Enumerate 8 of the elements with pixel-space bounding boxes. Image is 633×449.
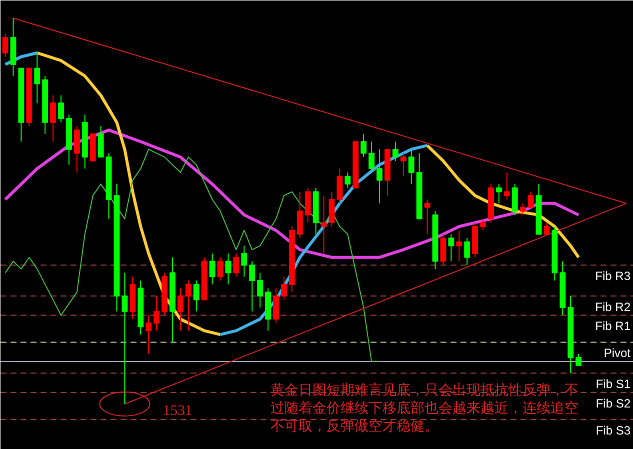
ref-line-label: Fib S3 bbox=[596, 423, 631, 438]
ref-line-label: Fib R1 bbox=[595, 319, 631, 334]
annotation: 1531 bbox=[162, 402, 192, 419]
ref-line-label: Fib R3 bbox=[595, 269, 631, 284]
ref-line-label: Pivot bbox=[604, 346, 632, 360]
ref-line-label: Fib S1 bbox=[596, 377, 631, 392]
ref-line-label: Fib S2 bbox=[596, 396, 631, 410]
ref-line-label: Fib R2 bbox=[595, 300, 631, 314]
